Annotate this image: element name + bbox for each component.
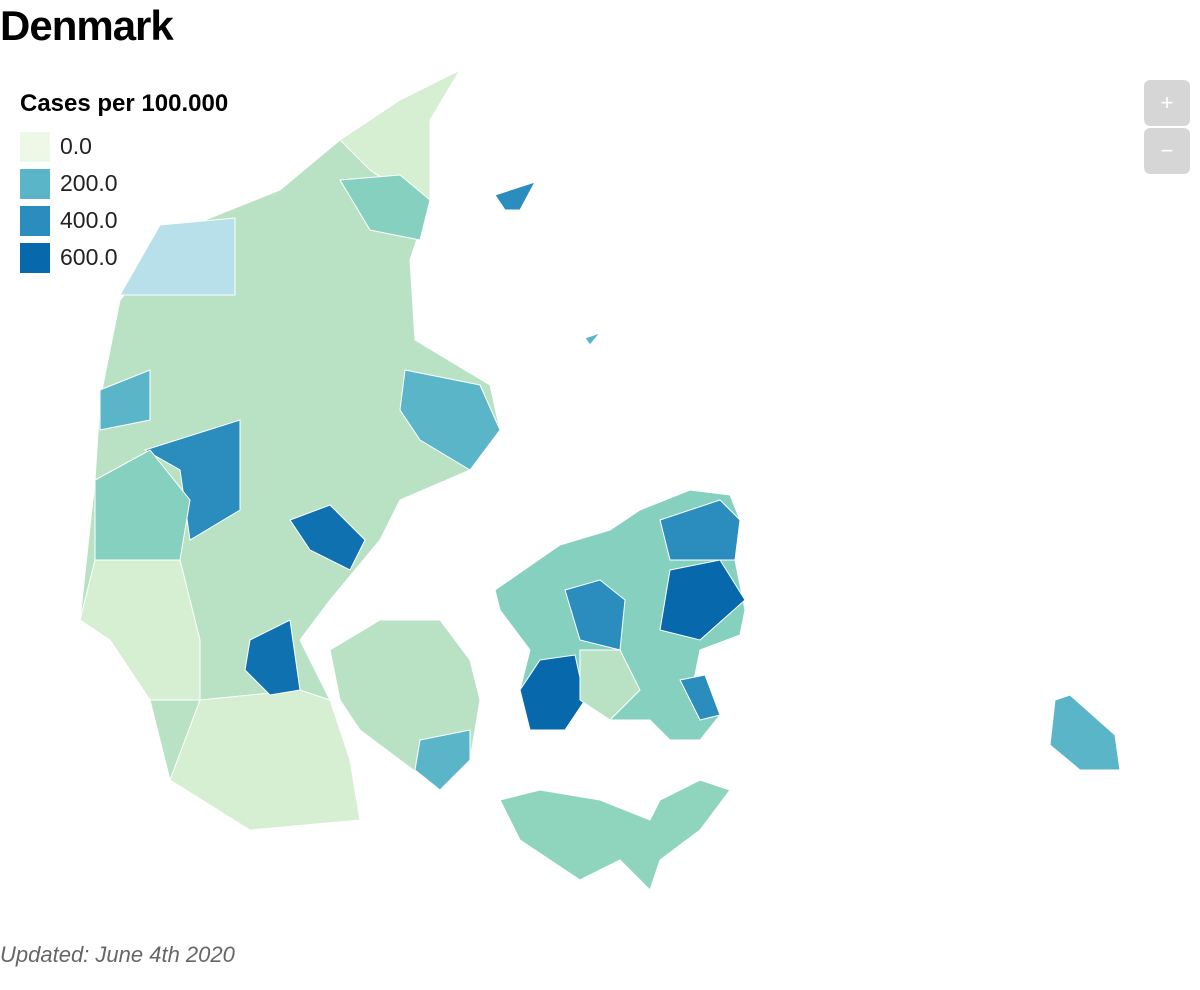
laeso: [494, 181, 537, 211]
legend-label: 0.0: [60, 133, 92, 159]
region: [143, 419, 241, 541]
legend-title: Cases per 100.000: [20, 90, 229, 117]
region: [244, 619, 301, 696]
legend-item: 200.0: [20, 165, 228, 202]
zoom-out-button[interactable]: −: [1144, 128, 1190, 174]
region: [119, 217, 236, 296]
legend: Cases per 100.000 0.0 200.0 400.0 600.0: [20, 90, 228, 276]
legend-item: 0.0: [20, 128, 228, 165]
region: [579, 649, 641, 721]
legend-swatch: [20, 168, 50, 199]
legend-item: 600.0: [20, 239, 228, 276]
title: Denmark: [0, 2, 174, 49]
region: [169, 689, 361, 831]
legend-swatch: [20, 242, 50, 273]
zoom-in-button[interactable]: +: [1144, 80, 1190, 126]
region: [289, 504, 366, 571]
legend-swatch: [20, 131, 50, 162]
legend-items: 0.0 200.0 400.0 600.0: [20, 128, 228, 276]
region: [659, 499, 741, 561]
region: [399, 369, 501, 471]
lolland-falster: [499, 779, 731, 891]
region: [679, 674, 721, 721]
region: [519, 654, 586, 731]
legend-swatch: [20, 205, 50, 236]
region: [659, 559, 746, 641]
region: [339, 174, 431, 241]
legend-item: 400.0: [20, 202, 228, 239]
region: [79, 559, 201, 701]
anholt: [584, 331, 602, 346]
region: [564, 579, 626, 651]
legend-label: 600.0: [60, 244, 118, 270]
region: [414, 729, 471, 791]
region: [99, 369, 151, 431]
bornholm: [1049, 694, 1121, 771]
region: [339, 68, 462, 201]
legend-label: 400.0: [60, 207, 118, 233]
footer: Updated: June 4th 2020: [0, 942, 235, 967]
region: [94, 449, 191, 561]
legend-label: 200.0: [60, 170, 118, 196]
